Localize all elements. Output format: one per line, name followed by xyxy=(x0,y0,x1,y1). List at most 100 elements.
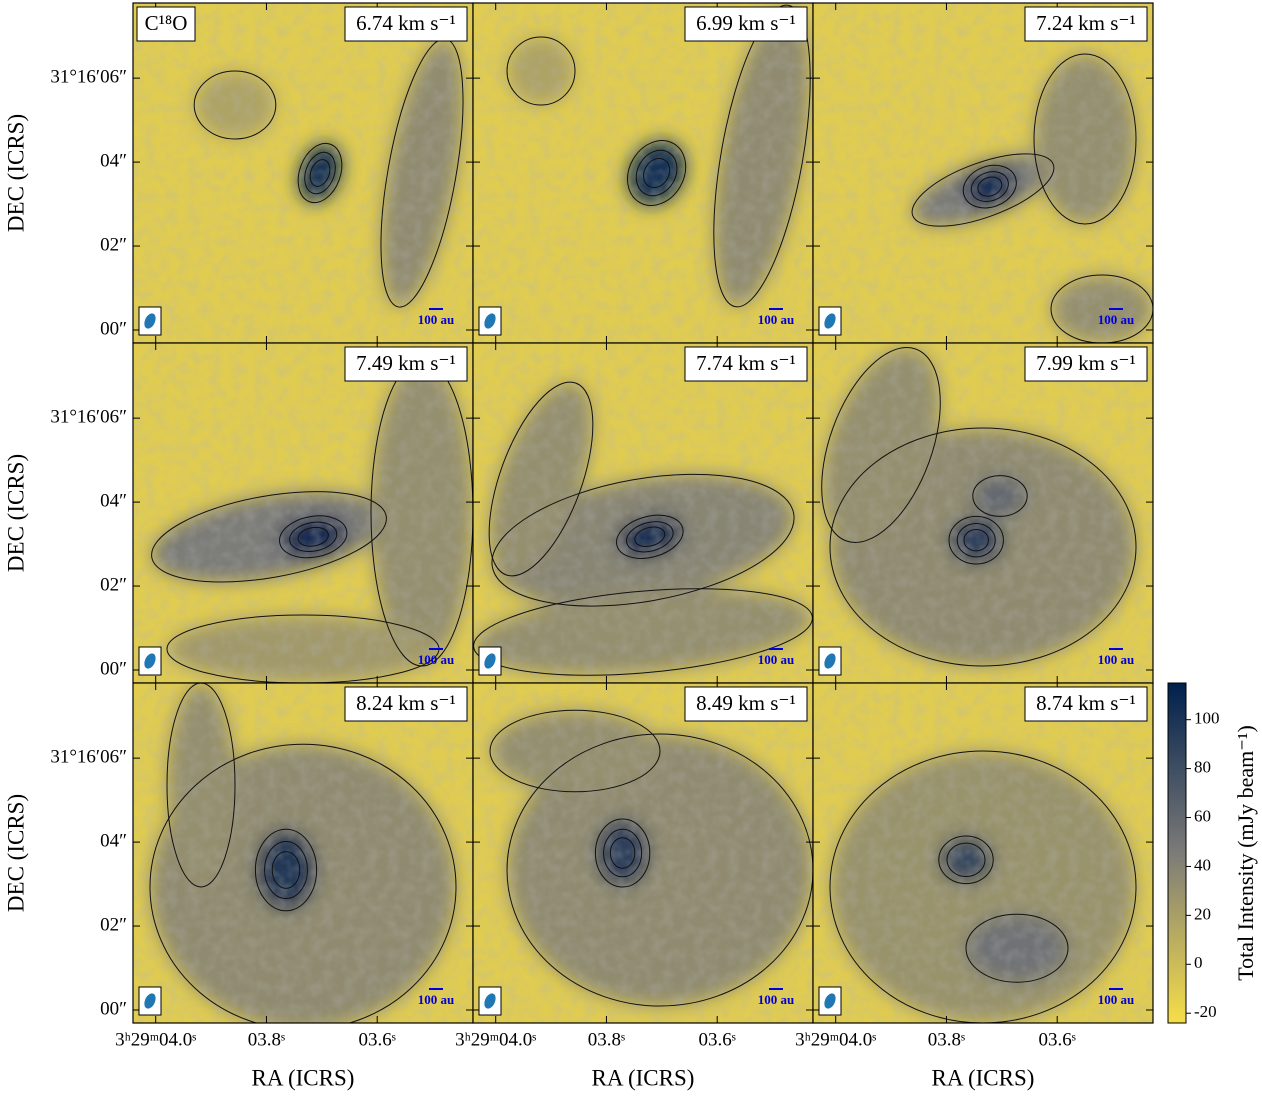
beam xyxy=(824,313,836,329)
y-tick-label: 02″ xyxy=(100,574,127,595)
beam xyxy=(144,313,156,329)
x-axis-label: RA (ICRS) xyxy=(592,1065,695,1090)
velocity-label: 7.74 km s⁻¹ xyxy=(696,351,796,375)
velocity-box xyxy=(1024,686,1148,722)
channel-panel: 00″ 02″ 04″ 31°16′06″ 7.49 km s⁻¹ 100 au xyxy=(50,342,474,684)
channel-panel: 7.99 km s⁻¹ 100 au xyxy=(812,342,1154,684)
intensity-map xyxy=(473,3,813,343)
x-axis-label: RA (ICRS) xyxy=(932,1065,1035,1090)
contour xyxy=(149,743,457,1023)
contour xyxy=(271,851,301,889)
velocity-label: 8.24 km s⁻¹ xyxy=(356,691,456,715)
contour xyxy=(616,514,684,559)
velocity-box xyxy=(1024,6,1148,42)
contour xyxy=(594,818,651,888)
noise xyxy=(133,3,473,343)
intensity-map xyxy=(133,343,473,683)
y-tick-label: 31°16′06″ xyxy=(50,746,127,767)
intensity-map xyxy=(133,683,473,1023)
y-tick-label: 04″ xyxy=(100,830,127,851)
intensity-map xyxy=(473,683,813,1023)
intensity-map xyxy=(813,343,1153,683)
contour xyxy=(506,36,576,106)
y-tick-label: 02″ xyxy=(100,914,127,935)
beam xyxy=(484,993,496,1009)
x-tick-label: 03.6ˢ xyxy=(699,1029,736,1050)
contour xyxy=(643,157,671,189)
colorbar-tick-label: 40 xyxy=(1194,855,1211,874)
x-tick-label: 3ʰ29ᵐ04.0ˢ xyxy=(115,1029,196,1050)
y-tick-label: 31°16′06″ xyxy=(50,406,127,427)
y-tick-label: 04″ xyxy=(100,490,127,511)
scale-bar-label: 100 au xyxy=(1098,992,1134,1007)
contour xyxy=(264,840,308,900)
noise xyxy=(133,343,473,683)
contour xyxy=(304,151,336,195)
channel-panel: 6.99 km s⁻¹ 100 au xyxy=(472,2,814,344)
y-tick-label: 31°16′06″ xyxy=(50,66,127,87)
velocity-label: 6.99 km s⁻¹ xyxy=(696,11,796,35)
contour xyxy=(473,588,813,676)
contour xyxy=(948,515,1004,565)
velocity-label: 7.99 km s⁻¹ xyxy=(1036,351,1136,375)
scale-bar-label: 100 au xyxy=(758,652,794,667)
contour xyxy=(911,153,1055,227)
colorbar-tick-label: 60 xyxy=(1194,806,1211,825)
x-tick-label: 3ʰ29ᵐ04.0ˢ xyxy=(455,1029,536,1050)
contour xyxy=(829,750,1137,1023)
contour xyxy=(254,828,318,912)
contour xyxy=(977,176,1003,197)
noise xyxy=(813,3,1153,343)
y-tick-label: 00″ xyxy=(100,998,127,1019)
beam xyxy=(484,313,496,329)
noise xyxy=(473,343,813,683)
contour xyxy=(713,4,811,308)
y-axis-label: DEC (ICRS) xyxy=(3,794,28,912)
y-tick-label: 00″ xyxy=(100,318,127,339)
contour xyxy=(963,528,989,552)
colorbar xyxy=(1167,682,1187,1024)
channel-panel: 7.24 km s⁻¹ 100 au xyxy=(812,2,1154,344)
contour xyxy=(946,842,986,877)
colorbar-tick-label: 100 xyxy=(1194,709,1220,728)
scale-bar-label: 100 au xyxy=(418,992,454,1007)
beam xyxy=(484,653,496,669)
contour xyxy=(938,835,994,885)
contour xyxy=(1033,53,1137,225)
contour xyxy=(635,149,678,197)
channel-panel: 3ʰ29ᵐ04.0ˢ 03.8ˢ 03.6ˢ 8.74 km s⁻¹ 100 au xyxy=(795,682,1154,1050)
noise xyxy=(473,683,813,1023)
beam xyxy=(144,653,156,669)
beam xyxy=(144,993,156,1009)
colorbar-label: Total Intensity (mJy beam⁻¹) xyxy=(1233,725,1258,981)
colorbar-tick-label: 0 xyxy=(1194,953,1203,972)
y-axis-label: DEC (ICRS) xyxy=(3,454,28,572)
velocity-box xyxy=(344,6,468,42)
contour xyxy=(489,709,661,793)
x-tick-label: 03.8ˢ xyxy=(588,1029,625,1050)
contour xyxy=(297,142,343,204)
velocity-box xyxy=(684,346,808,382)
colorbar-tick-label: 20 xyxy=(1194,904,1211,923)
contour xyxy=(309,159,331,187)
contour xyxy=(609,837,636,869)
contour xyxy=(626,521,674,553)
scale-bar-label: 100 au xyxy=(418,652,454,667)
channel-panel: 00″ 02″ 04″ 31°16′06″ 6.74 km s⁻¹ C¹⁸O 100 au xyxy=(50,2,474,344)
beam xyxy=(824,993,836,1009)
velocity-box xyxy=(1024,346,1148,382)
contour xyxy=(193,70,277,140)
channel-panel: 7.74 km s⁻¹ 100 au xyxy=(472,342,814,684)
scale-bar-label: 100 au xyxy=(1098,652,1134,667)
velocity-box xyxy=(684,6,808,42)
intensity-map xyxy=(813,683,1153,1023)
panel-frame xyxy=(812,682,1154,1024)
contour xyxy=(627,140,687,206)
colorbar-tick-label: 80 xyxy=(1194,758,1211,777)
y-tick-label: 04″ xyxy=(100,150,127,171)
contour xyxy=(506,733,813,1007)
contour xyxy=(1050,274,1153,343)
velocity-box xyxy=(344,346,468,382)
contour xyxy=(289,521,338,552)
